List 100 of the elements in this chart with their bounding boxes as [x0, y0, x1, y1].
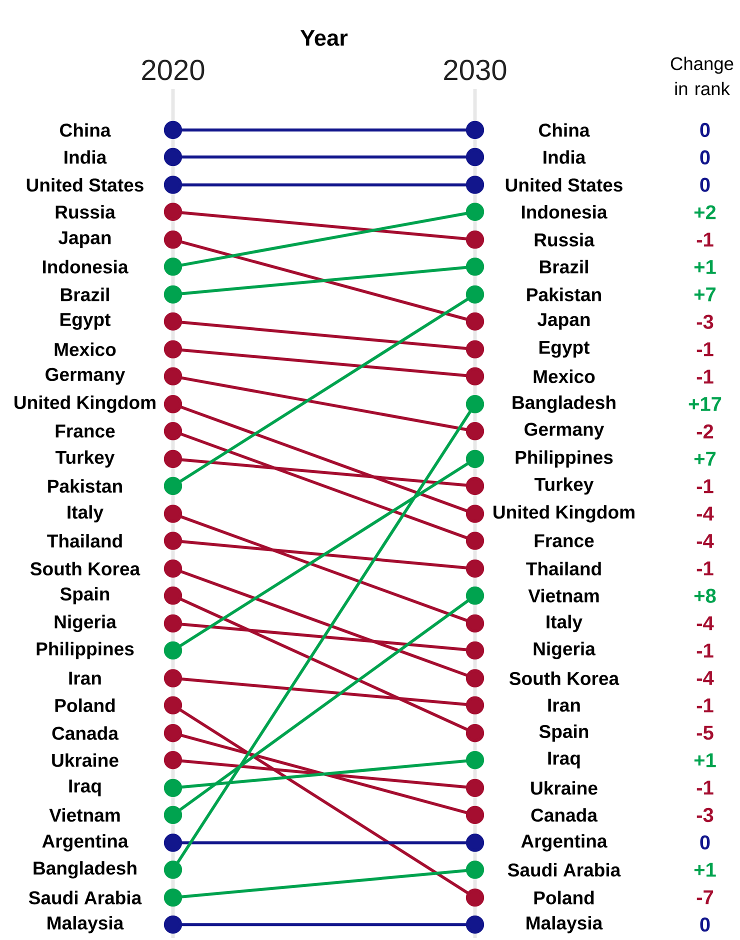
- text: Malaysia: [48, 916, 124, 934]
- point: [466, 120, 484, 140]
- text: Thailand: [526, 562, 601, 576]
- text: -1: [696, 232, 714, 246]
- text: Indonesia: [522, 205, 608, 219]
- text: +7: [694, 288, 716, 302]
- text: Poland: [534, 890, 594, 904]
- text: Vietnam: [49, 808, 120, 822]
- point: [466, 586, 484, 605]
- text: Japan: [537, 313, 590, 330]
- point: [164, 422, 182, 440]
- point: [164, 669, 182, 688]
- text: Poland: [55, 698, 115, 712]
- text: United States: [506, 178, 622, 192]
- text: Spain: [539, 724, 588, 742]
- point: [164, 258, 182, 276]
- point: [164, 176, 182, 194]
- text: Ukraine: [531, 781, 598, 795]
- text: Spain: [60, 587, 110, 604]
- text: 0: [700, 918, 710, 932]
- text: Canada: [531, 808, 598, 822]
- text: Argentina: [521, 834, 608, 852]
- text: Germany: [524, 422, 604, 440]
- text: Philippines: [516, 450, 613, 468]
- series-label: Indonesia: [42, 260, 128, 274]
- point: [164, 806, 182, 824]
- point: [164, 395, 182, 414]
- text: Nigeria: [54, 614, 117, 632]
- point: [466, 230, 484, 249]
- text: +8: [694, 588, 716, 603]
- point: [164, 504, 182, 523]
- series-label: United States: [26, 178, 144, 192]
- text: +1: [694, 260, 716, 274]
- text: 0: [700, 150, 710, 164]
- text: Turkey: [534, 477, 594, 495]
- text: +1: [694, 753, 716, 768]
- series-label: United Kingdom: [14, 395, 156, 413]
- point: [466, 916, 484, 934]
- text: +17: [688, 397, 722, 411]
- point: [466, 422, 484, 440]
- text: Pakistan: [48, 479, 122, 493]
- point: [164, 312, 182, 331]
- point: [466, 395, 484, 414]
- text: South Korea: [509, 671, 620, 686]
- text: Italy: [546, 614, 582, 632]
- text: China: [60, 123, 111, 137]
- point: [466, 504, 484, 523]
- point: [164, 340, 182, 358]
- text: -1: [696, 342, 714, 356]
- point: [466, 696, 484, 714]
- point: [466, 367, 484, 386]
- text: Change in rank: [670, 56, 734, 96]
- text: Iraq: [548, 752, 580, 768]
- text: India: [64, 150, 107, 164]
- text: Germany: [46, 368, 126, 385]
- x-tick-label: 2020: [142, 60, 204, 80]
- point: [164, 586, 182, 605]
- text: 0: [700, 122, 710, 138]
- point: [164, 285, 182, 304]
- point: [466, 888, 484, 907]
- point: [164, 888, 182, 907]
- point: [164, 860, 182, 879]
- text: -1: [696, 780, 714, 794]
- text: Italy: [68, 505, 104, 522]
- point: [466, 148, 484, 166]
- point: [466, 806, 484, 824]
- point: [164, 560, 182, 578]
- point: [466, 724, 484, 742]
- point: [164, 696, 182, 714]
- text: Turkey: [56, 450, 115, 468]
- point: [164, 614, 182, 633]
- text: Malaysia: [526, 916, 603, 934]
- text: 0: [700, 178, 710, 192]
- point: [164, 450, 182, 468]
- point: [466, 614, 484, 633]
- series-label: Philippines: [36, 642, 134, 660]
- series-label: Bangladesh: [34, 861, 136, 878]
- text: Russia: [56, 205, 116, 219]
- text: -1: [696, 698, 714, 712]
- text: Thailand: [47, 534, 122, 548]
- point: [164, 778, 182, 798]
- x-tick-label: 2030: [444, 60, 506, 80]
- text: France: [56, 424, 115, 438]
- text: Mexico: [534, 370, 595, 384]
- text: -4: [696, 534, 714, 548]
- point: [466, 860, 484, 879]
- text: United Kingdom: [494, 505, 634, 522]
- point: [466, 258, 484, 276]
- point: [164, 476, 182, 496]
- text: Saudi Arabia: [508, 862, 621, 877]
- series-label: Argentina: [42, 834, 128, 852]
- point: [164, 834, 182, 852]
- point: [164, 641, 182, 660]
- point: [164, 367, 182, 386]
- text: Russia: [534, 232, 594, 246]
- text: Japan: [58, 231, 111, 248]
- series-label: South Korea: [30, 562, 140, 576]
- text: Pakistan: [527, 288, 601, 302]
- point: [466, 641, 484, 660]
- text: +7: [694, 452, 716, 466]
